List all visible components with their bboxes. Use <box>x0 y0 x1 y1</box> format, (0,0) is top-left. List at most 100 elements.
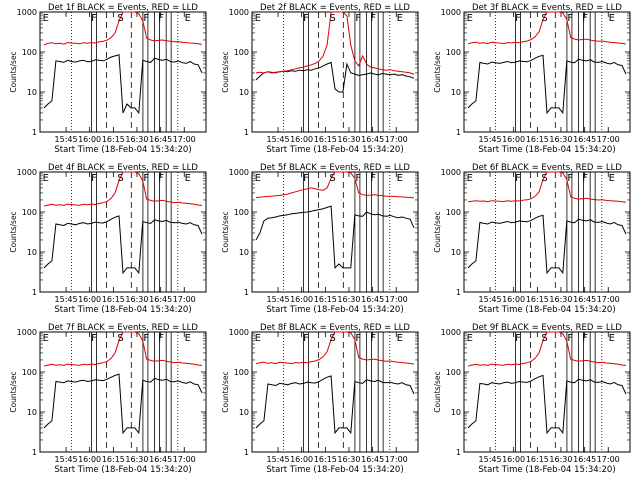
y-tick-label: 10 <box>239 88 249 97</box>
region-marker-label: F <box>370 333 376 344</box>
x-tick-label: 16:00 <box>502 295 525 304</box>
y-tick-label: 1000 <box>441 328 461 337</box>
region-marker-label: F <box>158 333 164 344</box>
series-line <box>255 61 415 93</box>
series-line <box>43 215 203 275</box>
x-tick-label: 16:45 <box>361 455 384 464</box>
y-tick-label: 100 <box>446 368 461 377</box>
region-marker-label: F <box>515 333 521 344</box>
panel-title: Det 9f BLACK = Events, RED = LLD <box>472 323 622 333</box>
x-tick-label: 15:45 <box>55 455 78 464</box>
region-marker-label: F <box>355 333 361 344</box>
x-tick-label: 17:00 <box>385 135 408 144</box>
x-tick-label: 17:00 <box>173 135 196 144</box>
plot-frame <box>39 171 207 293</box>
x-tick-label: 15:45 <box>479 295 502 304</box>
region-marker-label: S <box>329 333 335 344</box>
x-tick-label: 16:15 <box>526 135 549 144</box>
x-tick-label: 16:00 <box>78 455 101 464</box>
x-tick-label: 16:45 <box>573 295 596 304</box>
y-tick-label: 1000 <box>229 168 249 177</box>
x-axis-label: Start Time (18-Feb-04 15:34:20) <box>266 465 403 475</box>
x-tick-label: 15:45 <box>267 455 290 464</box>
x-tick-label: 16:30 <box>549 135 572 144</box>
detector-panel: 1 10 100 1000 15:45 16:00 16:15 16:30 16:45 17:00… <box>221 323 419 475</box>
y-axis-label: Counts/sec <box>433 371 442 412</box>
region-marker-label: E <box>397 173 403 184</box>
detector-panel: 1 10 100 1000 15:45 16:00 16:15 16:30 16:45 17:00… <box>9 3 207 155</box>
detector-panel: 1 10 100 1000 15:45 16:00 16:15 16:30 16:45 17:00… <box>433 3 631 155</box>
series-line <box>43 171 203 207</box>
x-tick-label: 16:30 <box>337 295 360 304</box>
x-tick-label: 15:45 <box>479 455 502 464</box>
y-axis-label: Counts/sec <box>9 51 18 92</box>
x-tick-label: 17:00 <box>173 455 196 464</box>
y-tick-label: 100 <box>446 48 461 57</box>
x-tick-label: 15:45 <box>55 135 78 144</box>
x-tick-label: 16:45 <box>149 455 172 464</box>
x-axis-label: Start Time (18-Feb-04 15:34:20) <box>54 305 191 315</box>
y-tick-label: 10 <box>27 88 37 97</box>
series-line <box>467 331 627 367</box>
x-axis-label: Start Time (18-Feb-04 15:34:20) <box>54 465 191 475</box>
region-marker-label: E <box>467 13 473 24</box>
y-tick-label: 1 <box>244 448 249 457</box>
region-marker-label: E <box>467 333 473 344</box>
y-tick-label: 1 <box>456 448 461 457</box>
x-tick-label: 16:00 <box>78 135 101 144</box>
region-marker-label: S <box>541 173 547 184</box>
plot-frame <box>251 171 419 293</box>
region-marker-label: F <box>91 173 97 184</box>
x-tick-label: 16:45 <box>149 295 172 304</box>
x-tick-label: 16:00 <box>502 455 525 464</box>
series-line <box>467 214 627 275</box>
x-tick-label: 15:45 <box>55 295 78 304</box>
region-marker-label: F <box>582 333 588 344</box>
region-marker-label: E <box>185 13 191 24</box>
x-axis-label: Start Time (18-Feb-04 15:34:20) <box>478 145 615 155</box>
panel-title: Det 4f BLACK = Events, RED = LLD <box>48 163 198 173</box>
y-tick-label: 1 <box>32 128 37 137</box>
y-tick-label: 1 <box>244 288 249 297</box>
y-axis-label: Counts/sec <box>221 51 230 92</box>
y-tick-label: 100 <box>446 208 461 217</box>
plot-frame <box>39 331 207 453</box>
x-tick-label: 16:15 <box>314 295 337 304</box>
x-tick-label: 17:00 <box>597 455 620 464</box>
region-marker-label: F <box>303 333 309 344</box>
panel-title: Det 6f BLACK = Events, RED = LLD <box>472 163 622 173</box>
y-tick-label: 1000 <box>441 168 461 177</box>
y-axis-label: Counts/sec <box>433 51 442 92</box>
x-tick-label: 16:45 <box>573 135 596 144</box>
y-tick-label: 10 <box>27 248 37 257</box>
x-tick-label: 15:45 <box>267 135 290 144</box>
region-marker-label: S <box>117 13 123 24</box>
detector-panel: 1 10 100 1000 15:45 16:00 16:15 16:30 16:45 17:00… <box>221 163 419 315</box>
x-tick-label: 16:15 <box>102 135 125 144</box>
region-marker-label: F <box>91 333 97 344</box>
region-marker-label: F <box>355 13 361 24</box>
series-line <box>43 11 203 46</box>
region-marker-label: F <box>158 173 164 184</box>
region-marker-label: E <box>397 13 403 24</box>
x-tick-label: 17:00 <box>385 455 408 464</box>
y-tick-label: 100 <box>22 368 37 377</box>
region-marker-label: F <box>303 173 309 184</box>
x-tick-label: 16:00 <box>78 295 101 304</box>
region-marker-label: E <box>609 333 615 344</box>
y-tick-label: 100 <box>22 208 37 217</box>
x-tick-label: 16:45 <box>149 135 172 144</box>
x-axis-label: Start Time (18-Feb-04 15:34:20) <box>478 465 615 475</box>
region-marker-label: F <box>143 173 149 184</box>
series-line <box>43 54 203 115</box>
region-marker-label: F <box>370 173 376 184</box>
series-line <box>467 54 627 115</box>
region-marker-label: E <box>255 173 261 184</box>
y-tick-label: 10 <box>27 408 37 417</box>
y-tick-label: 1000 <box>17 8 37 17</box>
x-tick-label: 17:00 <box>173 295 196 304</box>
region-marker-label: E <box>609 13 615 24</box>
y-tick-label: 1000 <box>17 168 37 177</box>
panel-title: Det 8f BLACK = Events, RED = LLD <box>260 323 410 333</box>
y-tick-label: 1 <box>244 128 249 137</box>
